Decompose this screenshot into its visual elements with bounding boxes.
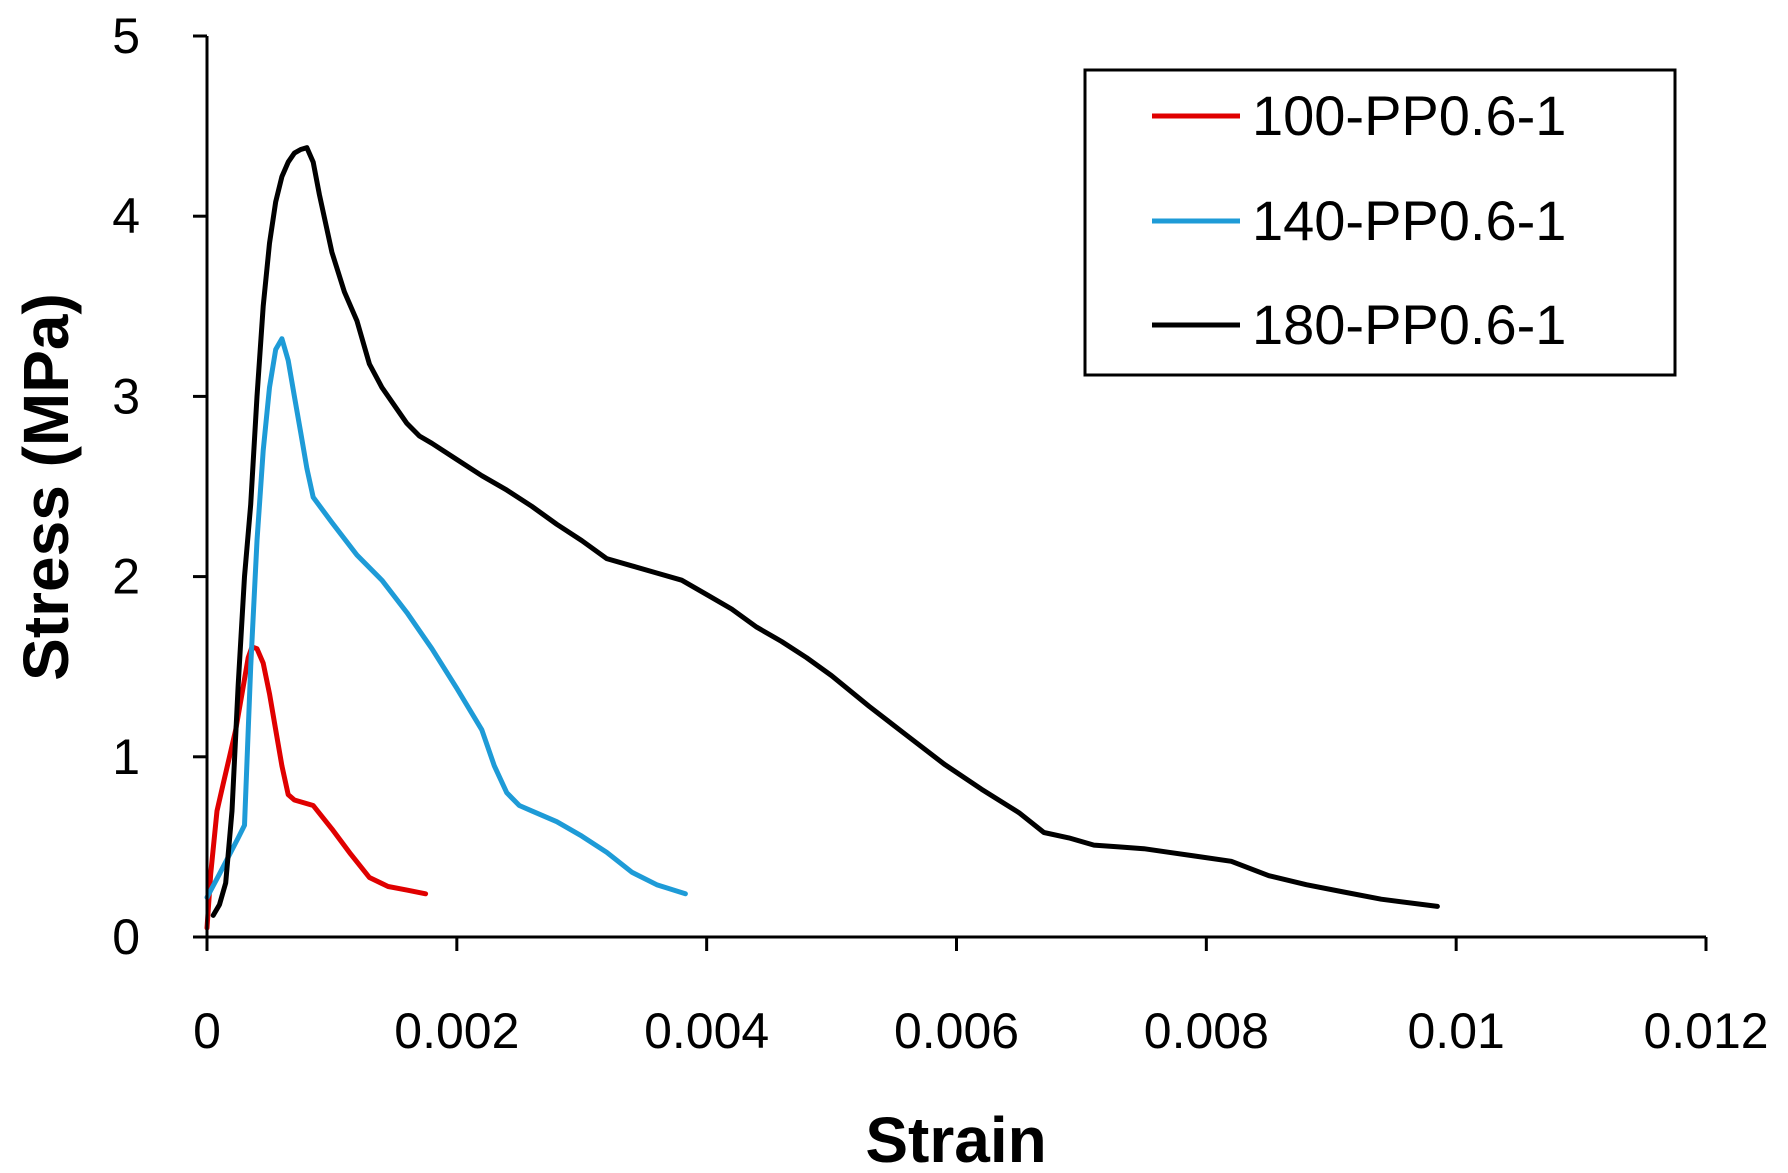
- y-tick-label: 2: [112, 549, 140, 605]
- y-tick-label: 3: [112, 368, 140, 424]
- x-tick-label: 0.002: [394, 1003, 519, 1059]
- legend: 100-PP0.6-1 140-PP0.6-1 180-PP0.6-1: [1083, 68, 1677, 377]
- y-tick-label: 4: [112, 188, 140, 244]
- y-axis-title: Stress (MPa): [10, 293, 82, 681]
- x-tick-label: 0.01: [1408, 1003, 1505, 1059]
- legend-label-180: 180-PP0.6-1: [1252, 293, 1566, 356]
- series-layer: [204, 145, 1440, 931]
- x-tick-label: 0.004: [644, 1003, 769, 1059]
- x-axis-title: Strain: [865, 1104, 1046, 1173]
- series-line-140-PP0.6-1: [204, 336, 688, 900]
- y-tick-label: 0: [112, 909, 140, 965]
- x-tick-label: 0: [193, 1003, 221, 1059]
- x-tick-label: 0.012: [1643, 1003, 1768, 1059]
- x-tick-label: 0.008: [1144, 1003, 1269, 1059]
- x-ticks: 0 0.002 0.004 0.006 0.008 0.01 0.012: [193, 937, 1769, 1059]
- y-ticks: 0 1 2 3 4 5: [112, 8, 207, 965]
- legend-label-140: 140-PP0.6-1: [1252, 189, 1566, 252]
- y-tick-label: 1: [112, 729, 140, 785]
- series-line-180-PP0.6-1: [210, 145, 1440, 918]
- y-tick-label: 5: [112, 8, 140, 64]
- series-line-100-PP0.6-1: [204, 644, 429, 931]
- x-tick-label: 0.006: [894, 1003, 1019, 1059]
- legend-label-100: 100-PP0.6-1: [1252, 84, 1566, 147]
